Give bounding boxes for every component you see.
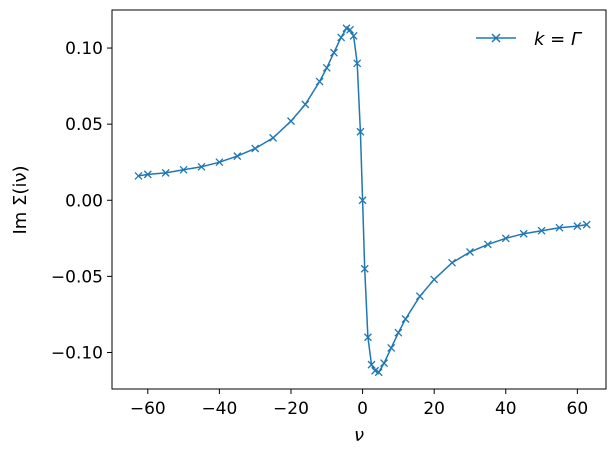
data-point-marker: [301, 100, 310, 109]
x-tick-label: 60: [567, 399, 589, 419]
data-point-marker: [519, 229, 528, 238]
x-tick-label: −60: [130, 399, 166, 419]
data-point-marker: [415, 292, 424, 301]
data-point-marker: [363, 333, 372, 342]
series-layer: [134, 24, 591, 377]
data-point-marker: [143, 170, 152, 179]
data-point-marker: [466, 248, 474, 256]
data-point-marker: [401, 315, 410, 323]
data-point-marker: [394, 328, 403, 337]
legend: k = Γ: [476, 29, 583, 50]
x-tick-label: −20: [273, 399, 309, 419]
data-point-marker: [287, 117, 295, 126]
y-tick-label: −0.05: [51, 267, 103, 287]
x-tick-label: 0: [357, 399, 368, 419]
data-point-marker: [337, 33, 346, 42]
data-point-marker: [555, 223, 564, 232]
data-point-marker: [179, 165, 188, 174]
legend-label: k = Γ: [534, 29, 583, 50]
data-point-marker: [215, 158, 224, 167]
data-point-marker: [582, 220, 591, 229]
plot-frame: [111, 9, 607, 390]
data-point-marker: [358, 196, 367, 205]
plot-area: [112, 10, 606, 389]
x-axis-label: ν: [354, 425, 364, 446]
data-point-marker: [367, 360, 376, 369]
data-point-marker: [573, 222, 582, 231]
data-point-marker: [329, 48, 338, 57]
data-point-marker: [448, 258, 457, 267]
data-point-marker: [322, 63, 331, 72]
data-point-marker: [349, 31, 358, 40]
data-point-marker: [197, 162, 206, 171]
data-point-marker: [430, 275, 439, 284]
y-tick-label: 0.05: [65, 115, 103, 135]
x-tick-label: 20: [423, 399, 445, 419]
x-axis: −60 −40 −20 0 20 40 60: [130, 389, 588, 419]
legend-marker: [491, 33, 501, 43]
y-tick-label: 0.00: [65, 191, 103, 211]
data-point-marker: [380, 359, 389, 368]
data-point-marker: [353, 59, 362, 68]
data-point-marker: [161, 168, 170, 177]
data-point-marker: [387, 343, 396, 352]
data-point-marker: [346, 25, 355, 34]
data-point-marker: [374, 368, 383, 377]
x-tick-label: 40: [495, 399, 517, 419]
data-point-marker: [269, 133, 278, 142]
data-point-marker: [501, 234, 510, 243]
data-point-marker: [360, 264, 369, 273]
data-point-marker: [233, 152, 242, 161]
data-point-marker: [483, 240, 492, 249]
data-point-marker: [537, 226, 546, 235]
data-point-marker: [134, 171, 143, 180]
data-point-marker: [356, 127, 365, 136]
y-tick-label: 0.10: [65, 39, 103, 59]
x-tick-label: −40: [201, 399, 237, 419]
y-axis-label: Im Σ(iν): [10, 165, 31, 234]
data-point-marker: [251, 144, 260, 153]
data-point-marker: [315, 77, 324, 86]
y-tick-label: −0.10: [51, 343, 103, 363]
y-axis: −0.10 −0.05 0.00 0.05 0.10: [51, 39, 112, 363]
